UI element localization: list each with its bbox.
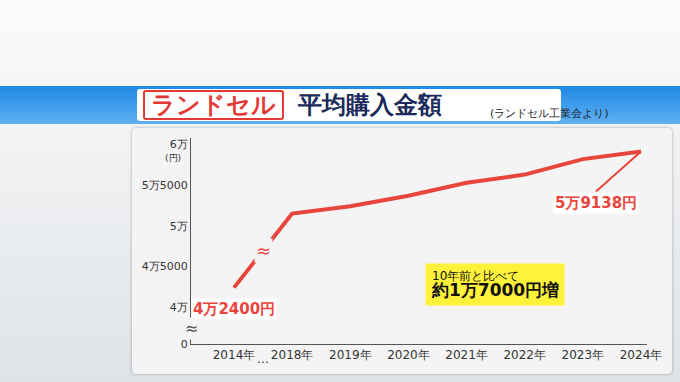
svg-text:0: 0	[181, 338, 188, 351]
html-text:ランドセル: ランドセル	[151, 91, 276, 119]
svg-text:≈: ≈	[185, 319, 198, 338]
svg-text:5万5000: 5万5000	[142, 179, 188, 192]
svg-text:2024年: 2024年	[620, 348, 663, 362]
svg-text:≈: ≈	[256, 240, 271, 261]
svg-text:2014年: 2014年	[213, 348, 256, 362]
html-text:(ランドセル工業会より): (ランドセル工業会より)	[490, 107, 609, 120]
svg-text:4万5000: 4万5000	[142, 260, 188, 273]
svg-text:4万: 4万	[170, 301, 188, 314]
svg-text:5万: 5万	[170, 220, 188, 233]
svg-text:2019年: 2019年	[329, 348, 372, 362]
svg-text:…: …	[257, 352, 269, 366]
html-text:平均購入金額: 平均購入金額	[298, 91, 442, 119]
svg-text:10年前と比べて約1万7000円増: 10年前と比べて約1万7000円増	[431, 269, 559, 300]
svg-text:(円): (円)	[165, 153, 181, 163]
svg-text:6万: 6万	[170, 138, 188, 151]
svg-text:2020年: 2020年	[387, 348, 430, 362]
svg-text:4万2400円: 4万2400円	[193, 300, 275, 318]
svg-text:2023年: 2023年	[562, 348, 605, 362]
svg-text:2022年: 2022年	[503, 348, 546, 362]
svg-text:2021年: 2021年	[445, 348, 488, 362]
svg-text:5万9138円: 5万9138円	[555, 194, 637, 212]
svg-text:2018年: 2018年	[271, 348, 314, 362]
